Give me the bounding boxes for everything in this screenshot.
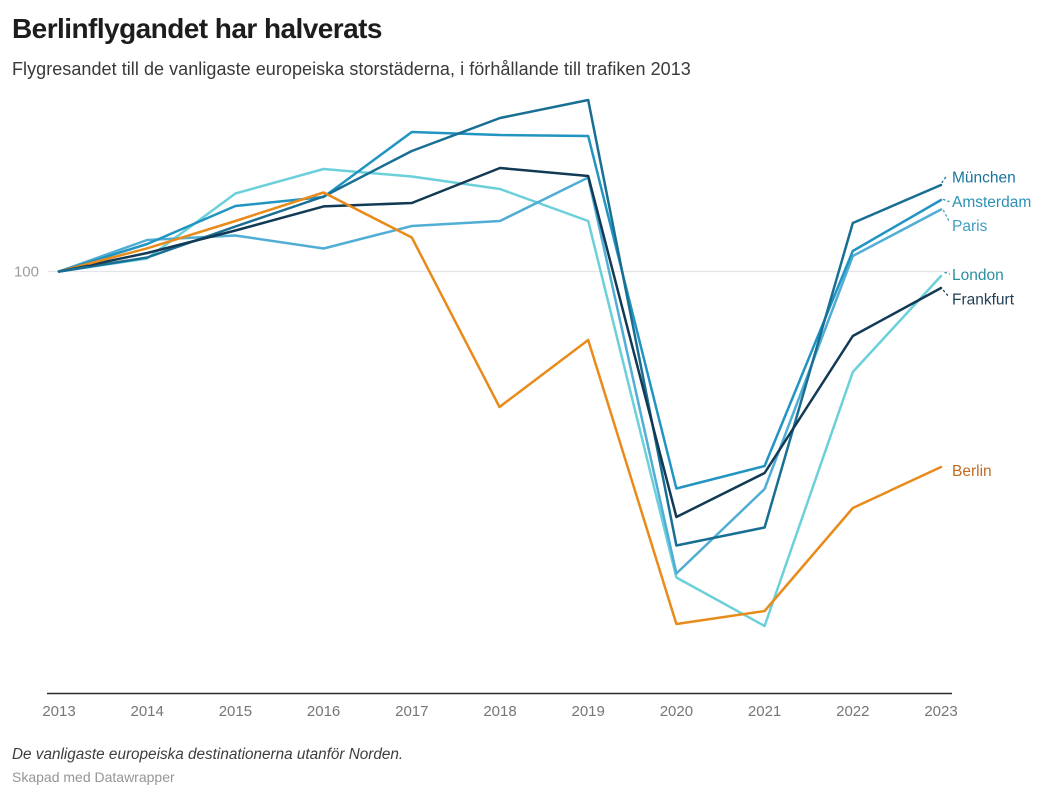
svg-text:2022: 2022 xyxy=(836,703,869,720)
svg-text:2016: 2016 xyxy=(307,703,340,720)
svg-text:2014: 2014 xyxy=(131,703,164,720)
svg-text:Berlin: Berlin xyxy=(952,463,992,480)
svg-text:Amsterdam: Amsterdam xyxy=(952,194,1031,211)
svg-text:2013: 2013 xyxy=(42,703,75,720)
svg-text:Paris: Paris xyxy=(952,218,988,235)
svg-text:2017: 2017 xyxy=(395,703,428,720)
svg-text:2018: 2018 xyxy=(483,703,516,720)
svg-text:London: London xyxy=(952,267,1004,284)
svg-text:Frankfurt: Frankfurt xyxy=(952,291,1015,308)
svg-text:2020: 2020 xyxy=(660,703,693,720)
svg-text:100: 100 xyxy=(14,264,39,281)
svg-text:2015: 2015 xyxy=(219,703,252,720)
svg-text:München: München xyxy=(952,170,1016,187)
svg-text:2019: 2019 xyxy=(572,703,605,720)
svg-text:2021: 2021 xyxy=(748,703,781,720)
svg-text:2023: 2023 xyxy=(924,703,957,720)
